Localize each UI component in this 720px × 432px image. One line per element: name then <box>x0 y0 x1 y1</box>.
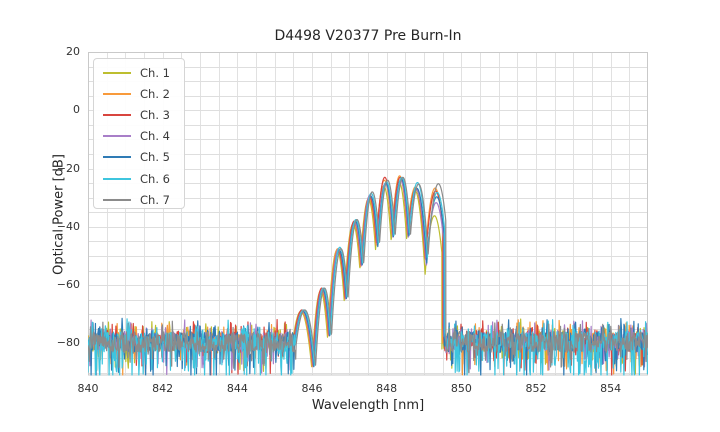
legend-item: Ch. 3 <box>94 105 184 126</box>
legend-item: Ch. 5 <box>94 147 184 168</box>
legend-item: Ch. 7 <box>94 190 184 211</box>
legend-swatch-line <box>103 177 131 180</box>
x-tick-label: 846 <box>301 382 323 395</box>
x-tick-label: 854 <box>600 382 622 395</box>
x-tick-label: 852 <box>525 382 547 395</box>
x-tick-label: 844 <box>226 382 248 395</box>
y-tick-label: −60 <box>56 278 80 292</box>
y-tick-label: −80 <box>56 336 80 350</box>
legend-item-label: Ch. 4 <box>140 129 170 144</box>
legend-item: Ch. 1 <box>94 63 184 84</box>
y-tick-label: −40 <box>56 219 80 233</box>
legend-item-label: Ch. 3 <box>140 108 170 123</box>
y-axis-label: Optical Power [dB] <box>51 154 67 275</box>
x-tick-label: 850 <box>450 382 472 395</box>
legend-swatch-line <box>103 114 131 117</box>
legend-item: Ch. 6 <box>94 169 184 190</box>
chart-title: D4498 V20377 Pre Burn-In <box>274 28 462 44</box>
y-tick-label: 0 <box>73 103 80 117</box>
legend-item-label: Ch. 2 <box>140 87 170 102</box>
legend-swatch-line <box>103 156 131 159</box>
y-tick-label: −20 <box>56 161 80 175</box>
legend-item-label: Ch. 1 <box>140 66 170 80</box>
x-tick-label: 842 <box>152 382 174 395</box>
legend-swatch-line <box>103 72 131 74</box>
legend-swatch-line <box>103 198 131 201</box>
x-tick-label: 840 <box>77 382 99 395</box>
legend-item-label: Ch. 6 <box>140 171 170 186</box>
legend-item: Ch. 2 <box>94 84 184 105</box>
y-tick-label: 20 <box>66 45 80 58</box>
legend-item: Ch. 4 <box>94 126 184 147</box>
legend-item-label: Ch. 5 <box>140 150 170 165</box>
legend-swatch-line <box>103 93 131 96</box>
x-tick-label: 848 <box>376 382 398 395</box>
legend-swatch-line <box>103 135 131 138</box>
legend-item-label: Ch. 7 <box>140 192 170 207</box>
legend: Ch. 1 Ch. 2 Ch. 3 Ch. 4 Ch. 5 Ch. 6 Ch. 7 <box>93 58 185 209</box>
x-axis-label: Wavelength [nm] <box>311 398 425 413</box>
